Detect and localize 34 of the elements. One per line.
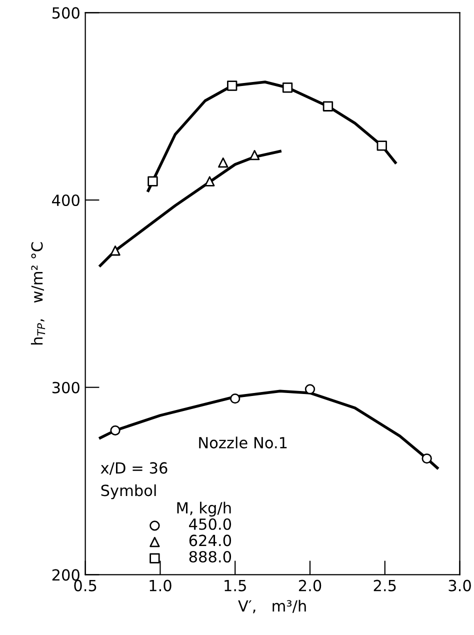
annotation: Symbol xyxy=(101,484,156,500)
annotation: Nozzle No.1 xyxy=(199,436,287,448)
legend-title: M, kg/h xyxy=(177,502,231,517)
x-tick-label: 1.5 xyxy=(224,580,246,592)
point xyxy=(304,384,316,394)
point xyxy=(204,176,215,186)
x-tick-label: 0.5 xyxy=(74,580,96,592)
point xyxy=(376,140,387,151)
x-axis-title: V′, m³/h xyxy=(238,600,306,614)
point xyxy=(322,101,334,112)
point xyxy=(110,246,120,256)
x-tick-label: 3.0 xyxy=(448,580,471,592)
point xyxy=(230,394,240,404)
line-series xyxy=(98,150,282,267)
x-tick-label: 1.0 xyxy=(150,580,172,592)
legend-label: 888.0 xyxy=(189,550,232,563)
y-tick-label: 400 xyxy=(52,194,80,206)
line-series xyxy=(146,80,397,192)
x-tick-label: 2.0 xyxy=(298,580,322,592)
point xyxy=(249,150,260,160)
point xyxy=(148,176,158,186)
point xyxy=(110,425,120,436)
point xyxy=(422,453,432,464)
point xyxy=(227,80,238,91)
x-tick-label: 2.5 xyxy=(374,580,396,592)
point xyxy=(282,82,293,93)
y-tick-label: 500 xyxy=(52,7,80,19)
y-axis-title: h$_{TP}$, w/m² °C xyxy=(30,242,46,345)
annotation: x/D = 36 xyxy=(100,462,168,475)
legend-label: 624.0 xyxy=(189,534,232,546)
y-tick-label: 200 xyxy=(52,569,80,581)
point xyxy=(218,157,228,168)
legend-label: 450.0 xyxy=(189,518,232,530)
y-tick-label: 300 xyxy=(52,382,80,394)
